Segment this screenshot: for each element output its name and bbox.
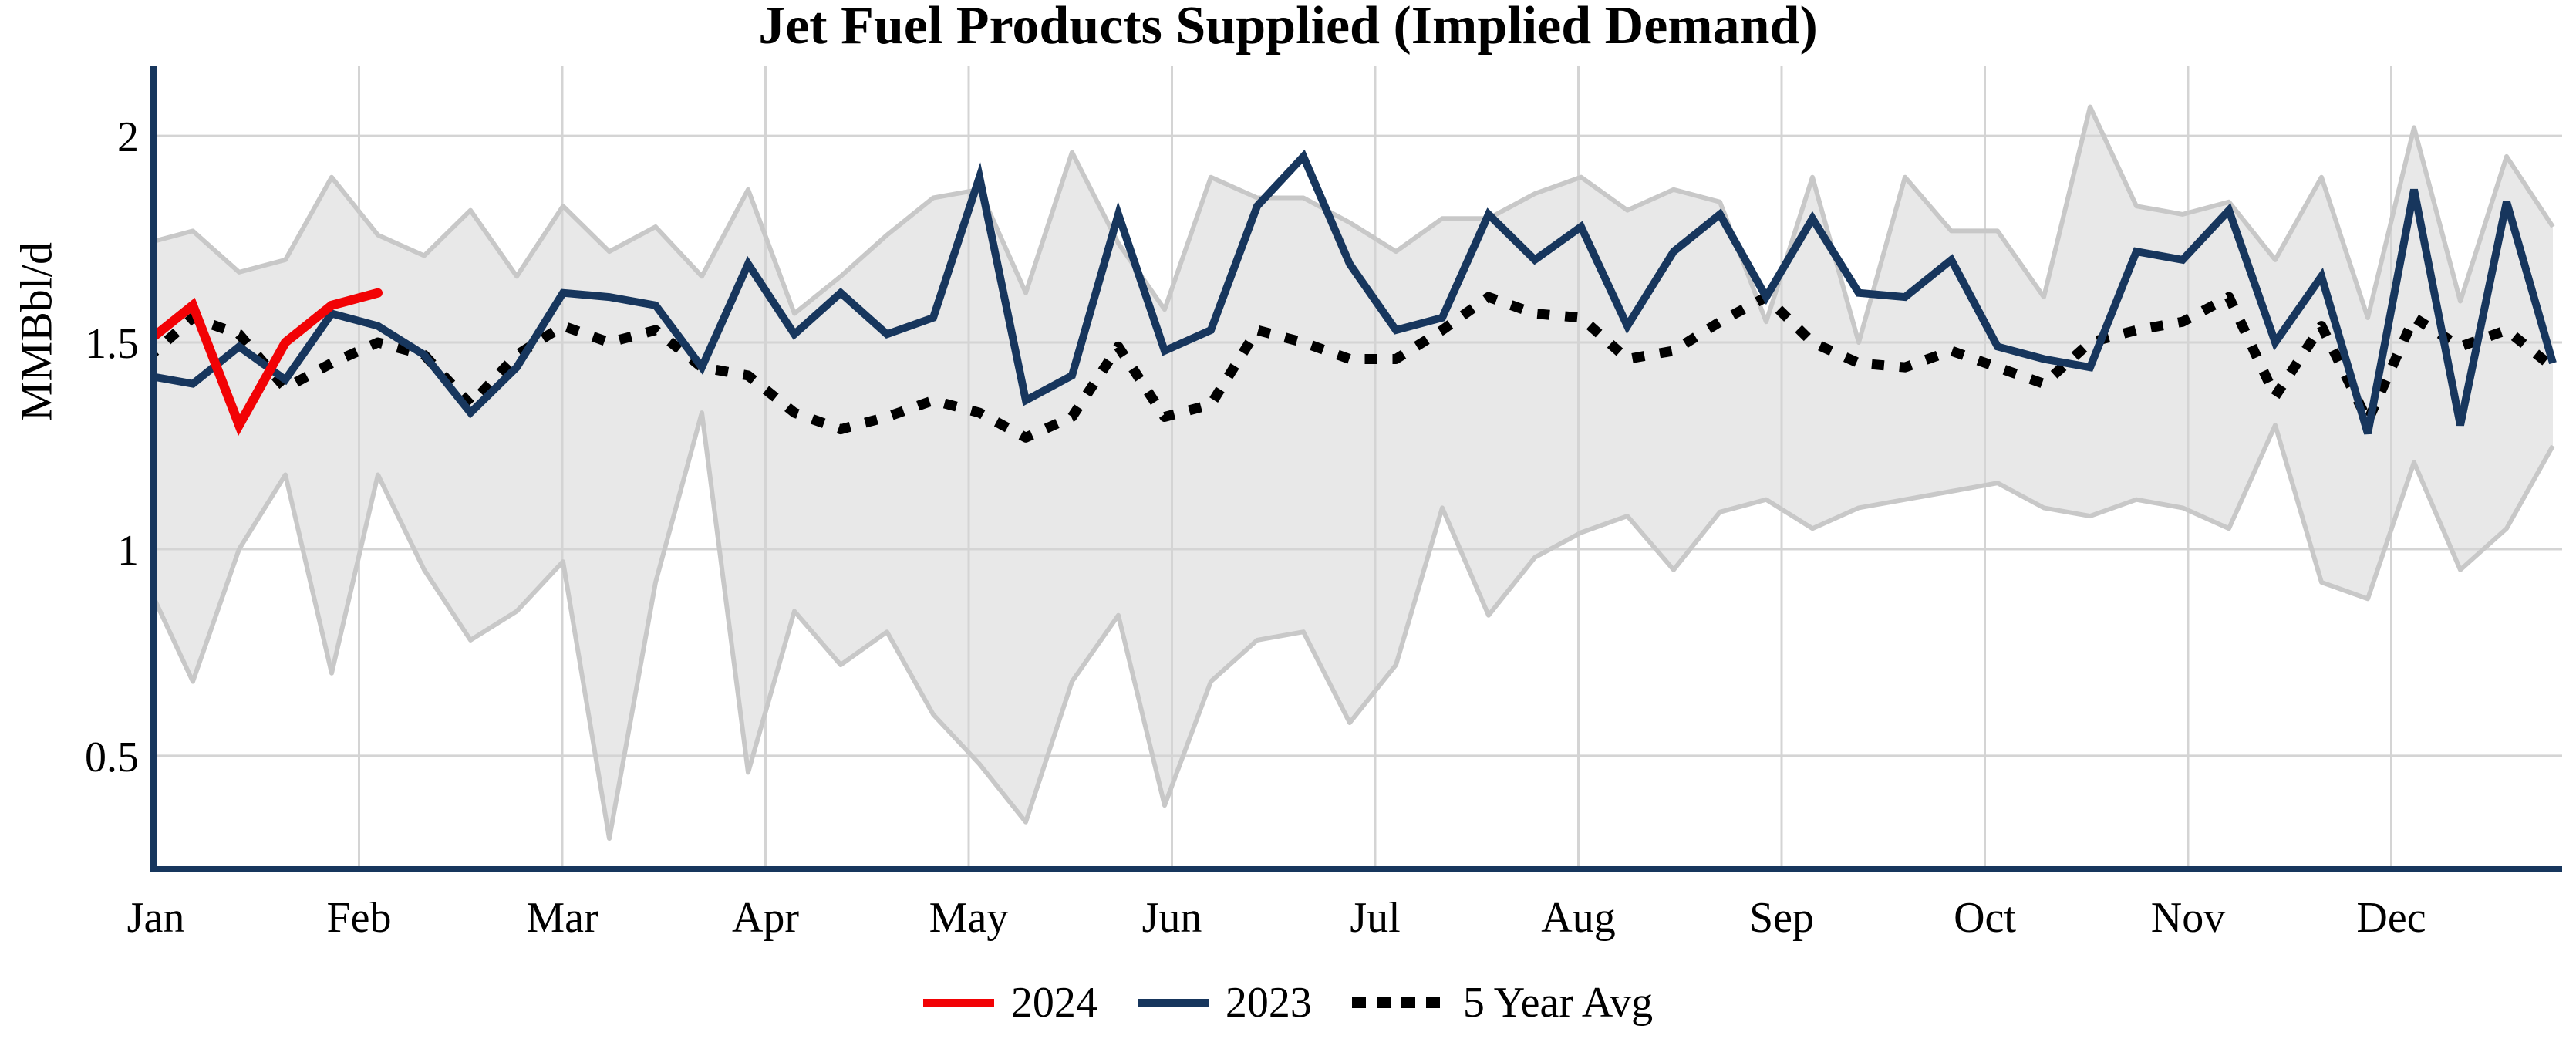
five-year-range-band — [156, 106, 2553, 839]
x-tick-label: Jul — [1350, 894, 1400, 942]
y-tick-label: 1.5 — [85, 320, 139, 368]
navy-line-swatch-icon — [1137, 998, 1209, 1007]
x-axis-spine — [150, 866, 2562, 872]
legend-item-5yr-avg: 5 Year Avg — [1351, 978, 1654, 1027]
x-tick-label: Sep — [1749, 894, 1814, 942]
plot-panel — [156, 66, 2562, 866]
legend-label-2024: 2024 — [1010, 979, 1097, 1027]
x-tick-label: Feb — [327, 894, 392, 942]
x-tick-label: Dec — [2356, 894, 2426, 942]
x-tick-label: Oct — [1954, 894, 2016, 942]
y-tick-label: 2 — [117, 113, 139, 161]
x-tick-label: Nov — [2151, 894, 2225, 942]
red-line-swatch-icon — [922, 998, 994, 1007]
legend-label-2023: 2023 — [1225, 979, 1312, 1027]
legend-item-2024: 2024 — [922, 978, 1097, 1027]
legend: 2024 2023 5 Year Avg — [0, 968, 2576, 1037]
chart-title: Jet Fuel Products Supplied (Implied Dema… — [758, 0, 1818, 56]
legend-label-5yr-avg: 5 Year Avg — [1462, 979, 1654, 1027]
series-2023-line — [156, 149, 2557, 435]
dotted-line-swatch-icon — [1351, 997, 1446, 1008]
x-tick-label: Jun — [1142, 894, 1202, 942]
x-tick-label: Mar — [526, 894, 598, 942]
series-2024-line — [156, 288, 383, 437]
y-tick-label: 1 — [117, 527, 139, 575]
y-tick-label: 0.5 — [85, 734, 139, 781]
legend-item-2023: 2023 — [1137, 978, 1312, 1027]
x-tick-label: Apr — [732, 894, 799, 942]
x-tick-label: Aug — [1541, 894, 1615, 942]
band-lower-edge — [156, 410, 2555, 842]
band-upper-edge — [156, 104, 2555, 345]
y-axis-spine — [150, 66, 157, 872]
x-tick-label: May — [929, 894, 1009, 942]
x-tick-label: Jan — [127, 894, 185, 942]
five-year-avg-line — [156, 292, 2557, 443]
